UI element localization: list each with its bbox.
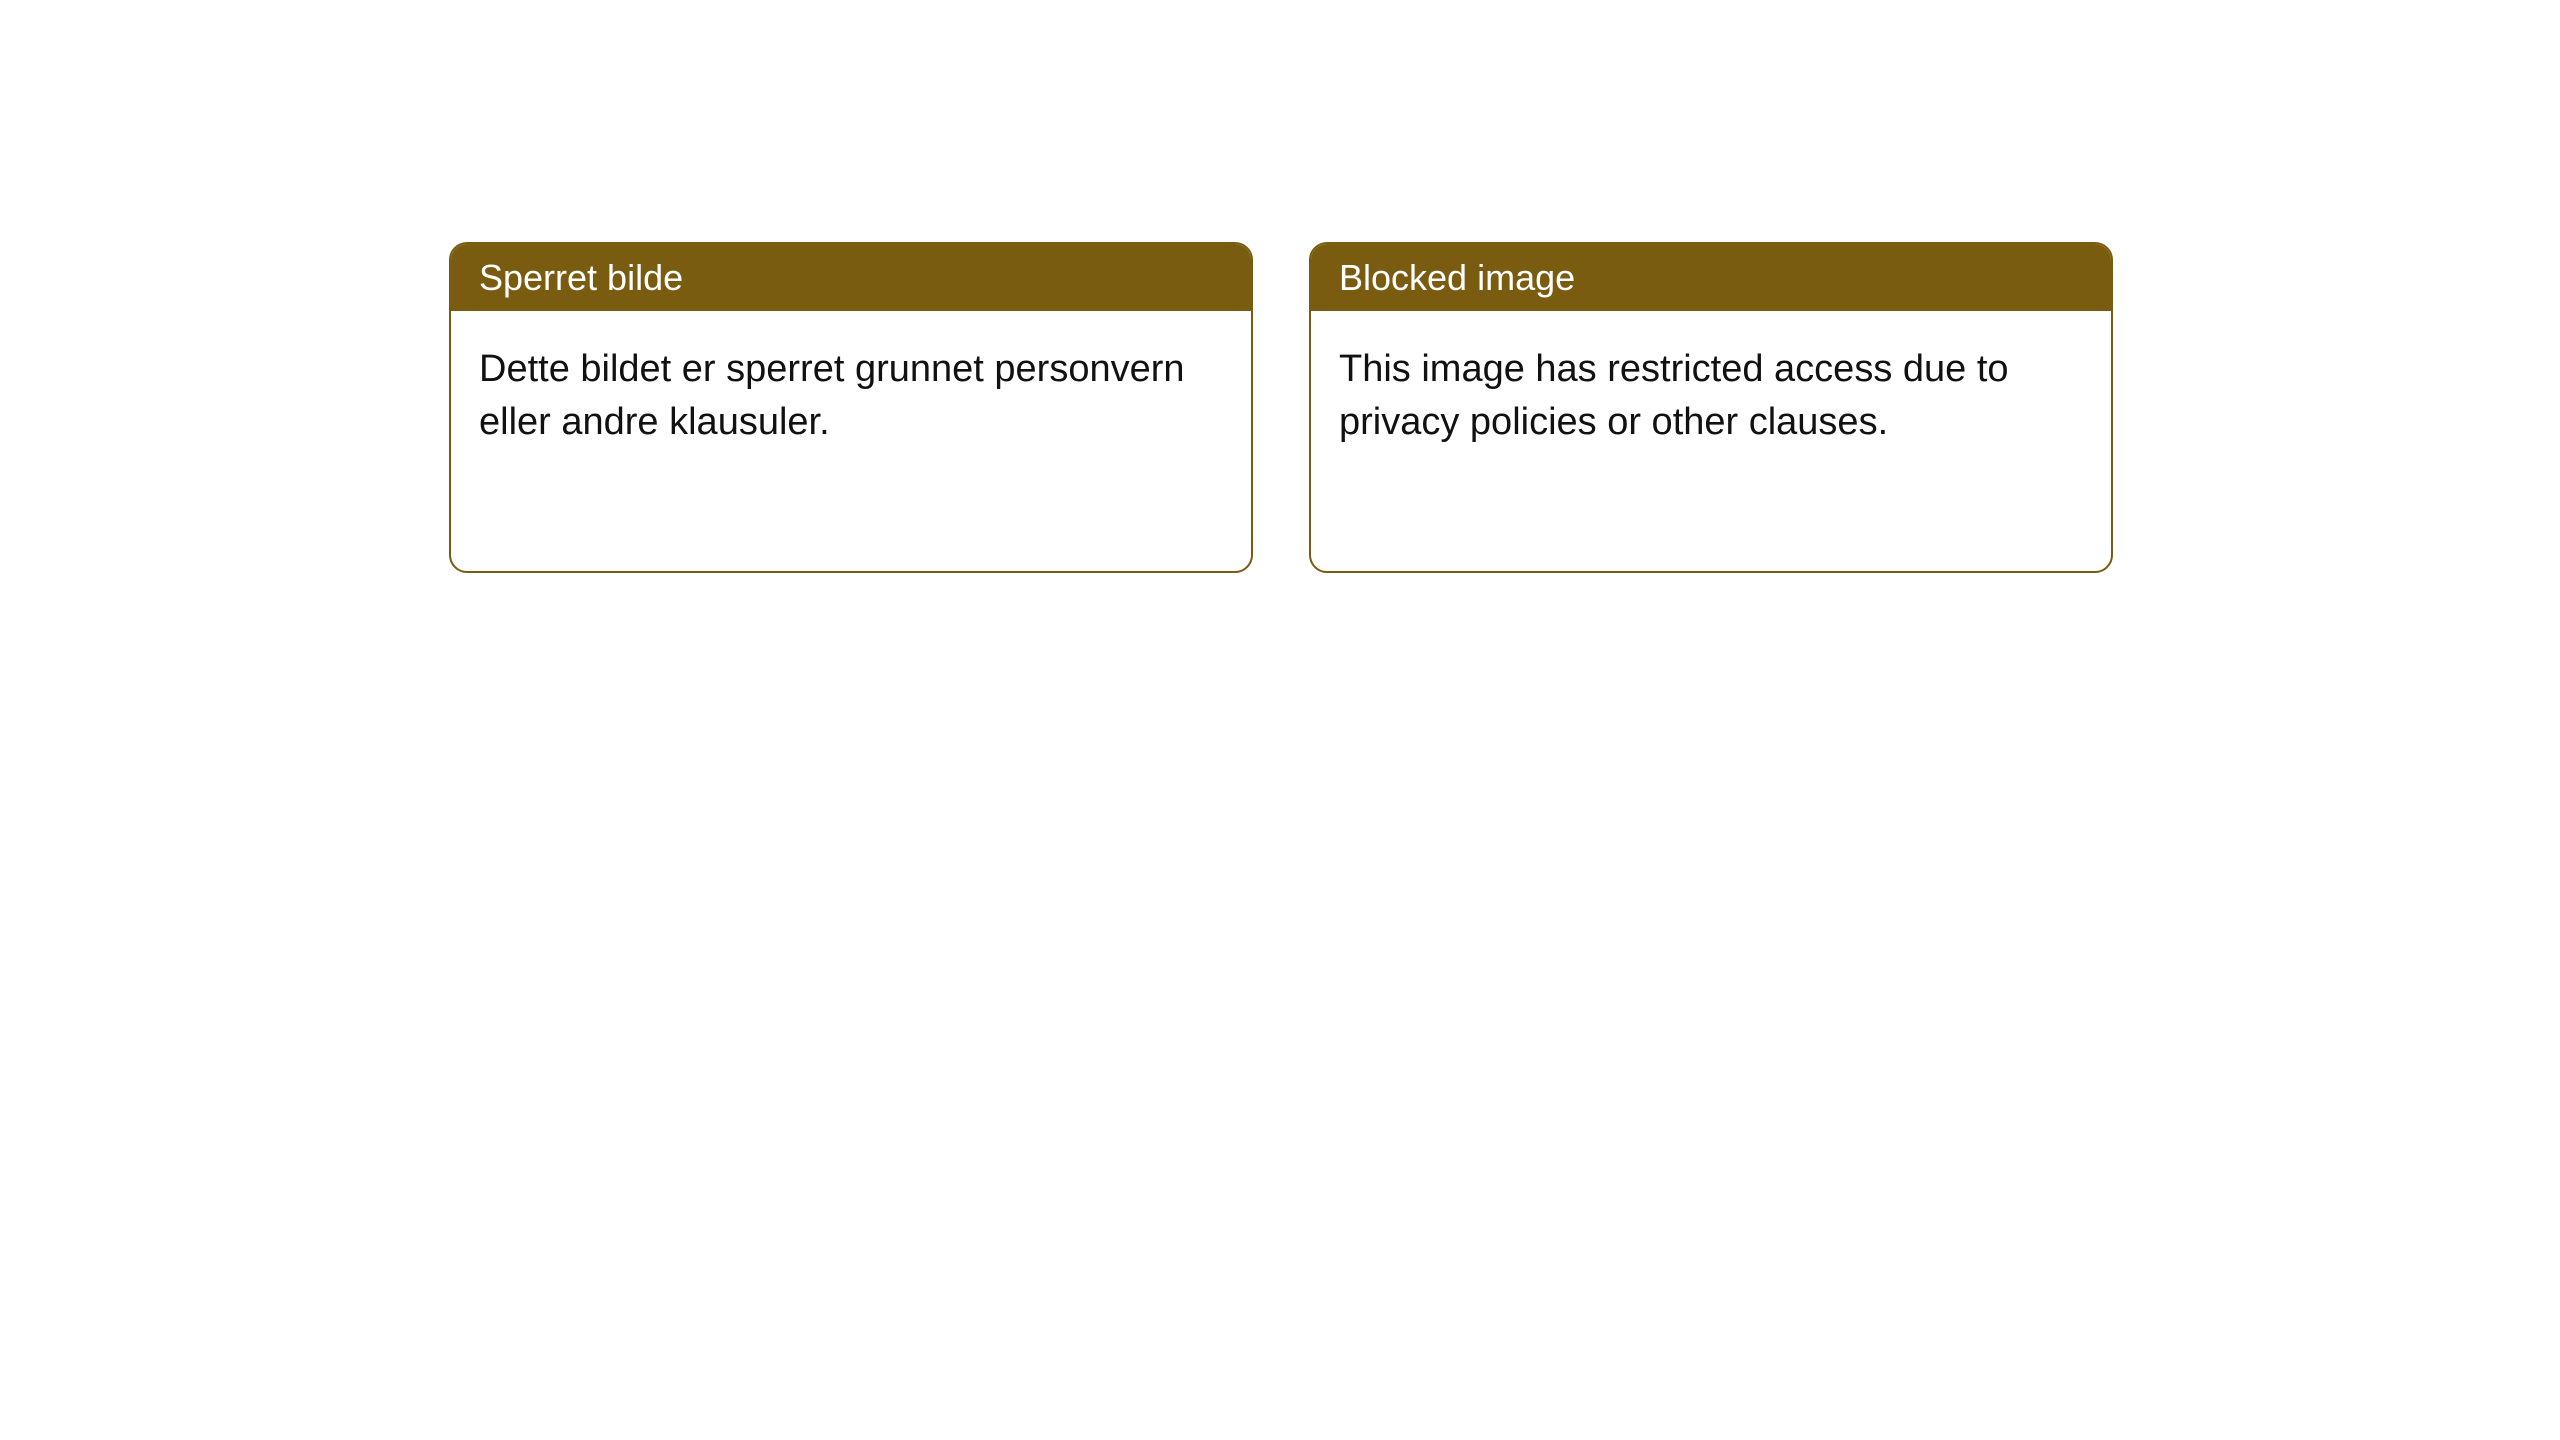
notice-card-header: Blocked image — [1311, 244, 2111, 311]
notice-card-body: Dette bildet er sperret grunnet personve… — [451, 311, 1251, 571]
notice-cards-container: Sperret bilde Dette bildet er sperret gr… — [449, 242, 2113, 573]
notice-card-body: This image has restricted access due to … — [1311, 311, 2111, 571]
notice-card-header: Sperret bilde — [451, 244, 1251, 311]
notice-card-english: Blocked image This image has restricted … — [1309, 242, 2113, 573]
notice-card-norwegian: Sperret bilde Dette bildet er sperret gr… — [449, 242, 1253, 573]
